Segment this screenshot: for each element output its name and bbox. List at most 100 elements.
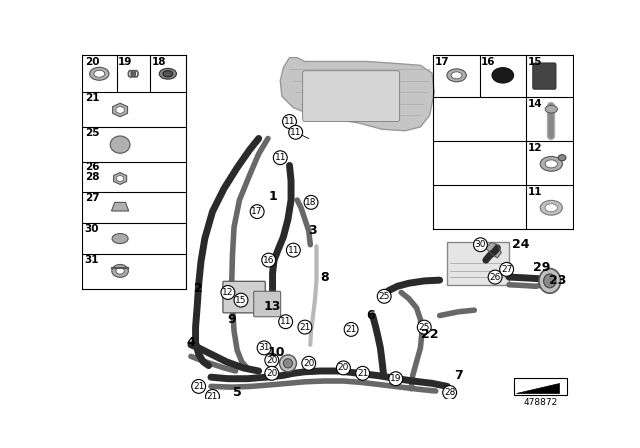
Text: 20: 20 [84, 57, 99, 67]
Text: 25: 25 [419, 323, 430, 332]
Text: 21: 21 [84, 93, 99, 103]
Text: 19: 19 [118, 57, 132, 67]
Circle shape [344, 323, 358, 336]
Circle shape [250, 205, 264, 219]
Text: 18: 18 [152, 57, 166, 67]
Polygon shape [116, 175, 124, 182]
Circle shape [500, 263, 513, 276]
Ellipse shape [280, 355, 296, 372]
Text: 20: 20 [266, 369, 278, 378]
Polygon shape [113, 103, 127, 117]
FancyBboxPatch shape [253, 291, 281, 317]
Text: 16: 16 [481, 57, 496, 67]
Ellipse shape [492, 68, 513, 83]
Text: 12: 12 [527, 143, 542, 153]
Text: 11: 11 [275, 153, 286, 162]
Ellipse shape [94, 70, 105, 78]
Circle shape [265, 353, 279, 367]
Text: 28: 28 [84, 172, 99, 181]
Text: 23: 23 [548, 275, 566, 288]
Circle shape [488, 270, 502, 284]
Polygon shape [116, 106, 124, 114]
Text: 20: 20 [303, 359, 314, 368]
Circle shape [298, 320, 312, 334]
Text: 6: 6 [366, 309, 374, 322]
Ellipse shape [451, 72, 462, 79]
Text: 12: 12 [222, 288, 234, 297]
Polygon shape [113, 172, 127, 185]
Ellipse shape [543, 274, 556, 288]
Text: 13: 13 [264, 300, 281, 313]
Ellipse shape [545, 105, 557, 113]
Text: 21: 21 [300, 323, 310, 332]
Ellipse shape [540, 200, 563, 215]
Text: 2: 2 [195, 282, 203, 295]
Text: 30: 30 [84, 224, 99, 234]
Text: 21: 21 [207, 392, 218, 401]
Text: 16: 16 [263, 256, 275, 265]
Ellipse shape [284, 359, 292, 368]
FancyBboxPatch shape [447, 242, 509, 285]
Text: 1: 1 [268, 190, 277, 202]
Text: 11: 11 [290, 128, 301, 137]
Ellipse shape [116, 267, 124, 274]
Circle shape [192, 379, 205, 393]
Ellipse shape [112, 233, 128, 244]
Text: 11: 11 [280, 317, 291, 326]
Text: 21: 21 [357, 369, 369, 378]
Circle shape [337, 361, 350, 375]
Text: 3: 3 [308, 224, 317, 237]
Text: 25: 25 [378, 292, 390, 301]
Text: 4: 4 [187, 336, 195, 349]
Text: 31: 31 [84, 255, 99, 265]
Text: 31: 31 [259, 344, 270, 353]
Circle shape [279, 315, 292, 329]
Polygon shape [516, 383, 559, 392]
Circle shape [234, 293, 248, 307]
Text: 24: 24 [512, 238, 529, 251]
Circle shape [443, 386, 456, 400]
Text: 15: 15 [527, 57, 542, 67]
Ellipse shape [159, 69, 177, 79]
Text: 22: 22 [421, 328, 438, 341]
Text: 29: 29 [533, 261, 551, 274]
Text: 27: 27 [84, 193, 99, 203]
Text: 18: 18 [305, 198, 317, 207]
Circle shape [289, 125, 303, 139]
FancyBboxPatch shape [303, 71, 399, 121]
Text: 7: 7 [454, 369, 463, 382]
Text: 26: 26 [84, 162, 99, 172]
Text: 19: 19 [390, 374, 401, 383]
Circle shape [417, 320, 431, 334]
Text: 8: 8 [320, 271, 328, 284]
Circle shape [205, 389, 220, 403]
Ellipse shape [110, 136, 130, 153]
Circle shape [287, 243, 300, 257]
Ellipse shape [447, 69, 467, 82]
Ellipse shape [90, 67, 109, 80]
Ellipse shape [163, 71, 173, 77]
Text: 20: 20 [266, 356, 278, 365]
Text: 478872: 478872 [524, 398, 557, 407]
Circle shape [389, 372, 403, 386]
FancyBboxPatch shape [515, 378, 566, 395]
Text: 27: 27 [501, 265, 513, 274]
Circle shape [265, 366, 279, 380]
FancyBboxPatch shape [533, 63, 556, 89]
Text: 25: 25 [84, 128, 99, 138]
Text: 15: 15 [236, 296, 247, 305]
Text: 10: 10 [268, 346, 285, 359]
Text: 21: 21 [346, 325, 356, 334]
Text: 30: 30 [475, 240, 486, 249]
FancyBboxPatch shape [223, 281, 265, 313]
Polygon shape [486, 242, 501, 258]
Polygon shape [280, 58, 435, 131]
Circle shape [221, 285, 235, 299]
Ellipse shape [545, 160, 557, 168]
Text: 11: 11 [287, 246, 299, 254]
Text: 11: 11 [527, 187, 542, 197]
Text: 17: 17 [252, 207, 263, 216]
Circle shape [302, 356, 316, 370]
Circle shape [257, 341, 271, 355]
Ellipse shape [539, 269, 561, 293]
